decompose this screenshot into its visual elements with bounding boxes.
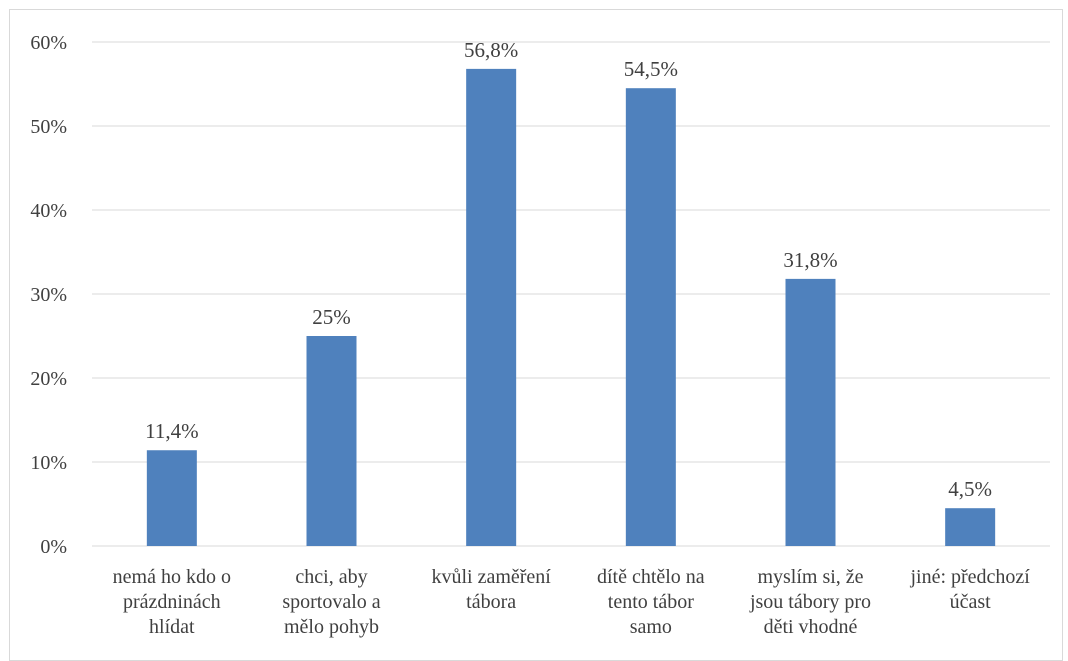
category-label: tábora	[466, 591, 516, 613]
category-label: chci, aby	[295, 566, 367, 588]
category-label: kvůli zaměření	[431, 566, 551, 588]
category-label: nemá ho kdo o	[113, 566, 231, 588]
category-label: děti vhodné	[764, 616, 858, 638]
bar	[466, 68, 517, 546]
data-label: 25%	[312, 305, 351, 329]
data-label: 54,5%	[624, 57, 678, 81]
category-label: dítě chtělo na	[597, 566, 705, 588]
category-label: tento tábor	[608, 591, 694, 613]
bar	[945, 508, 996, 546]
y-axis-tick-labels: 0% 10% 20% 30% 40% 50% 60%	[30, 32, 67, 558]
y-tick-label: 20%	[30, 368, 67, 390]
bar	[625, 88, 676, 546]
y-tick-label: 30%	[30, 284, 67, 306]
category-label: myslím si, že	[757, 566, 863, 588]
data-label: 31,8%	[783, 248, 837, 272]
x-axis-category-labels: nemá ho kdo o prázdninách hlídat chci, aby s…	[113, 566, 1031, 638]
y-tick-label: 40%	[30, 200, 67, 222]
bars	[146, 68, 996, 546]
bar	[306, 336, 357, 546]
data-label: 11,4%	[145, 419, 198, 443]
category-label: jsou tábory pro	[749, 591, 871, 613]
category-label: hlídat	[149, 616, 195, 638]
category-label: samo	[630, 616, 672, 638]
y-tick-label: 10%	[30, 452, 67, 474]
category-label: mělo pohyb	[284, 616, 379, 638]
gridlines	[92, 41, 1050, 547]
category-label: prázdninách	[123, 591, 221, 613]
category-label: účast	[950, 591, 992, 613]
bar	[785, 278, 836, 546]
bar	[146, 450, 197, 546]
y-tick-label: 60%	[30, 32, 67, 54]
category-label: sportovalo a	[282, 591, 380, 613]
y-tick-label: 50%	[30, 116, 67, 138]
data-labels: 11,4% 25% 56,8% 54,5% 31,8% 4,5%	[145, 38, 992, 501]
y-tick-label: 0%	[40, 536, 67, 558]
data-label: 56,8%	[464, 38, 518, 62]
chart-frame	[9, 9, 1063, 661]
category-label: jiné: předchozí	[909, 566, 1030, 588]
data-label: 4,5%	[948, 477, 992, 501]
